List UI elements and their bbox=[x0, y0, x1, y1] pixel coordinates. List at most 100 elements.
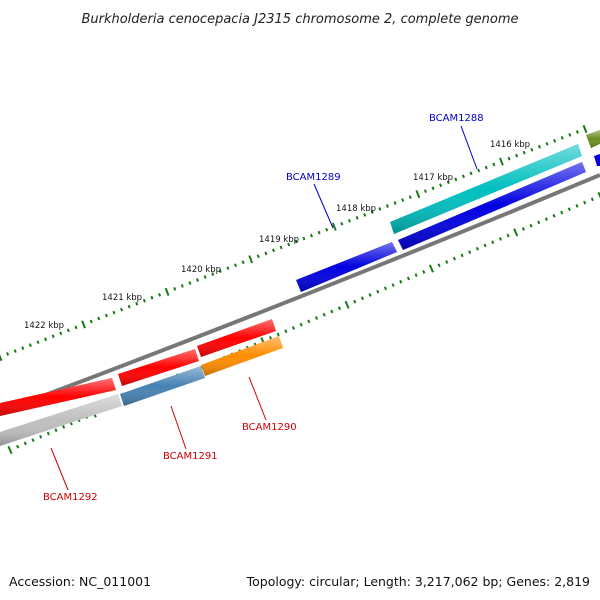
minor-tick bbox=[284, 329, 288, 334]
major-tick bbox=[164, 287, 170, 296]
minor-tick bbox=[393, 201, 397, 205]
minor-tick bbox=[553, 138, 557, 143]
minor-tick bbox=[317, 230, 321, 235]
minor-tick bbox=[180, 284, 184, 288]
leader-line-bcam1288 bbox=[460, 125, 478, 170]
gene-bcam1288[interactable] bbox=[390, 144, 582, 234]
minor-tick bbox=[271, 248, 276, 253]
minor-tick bbox=[360, 296, 365, 301]
minor-tick bbox=[537, 144, 541, 149]
minor-tick bbox=[477, 168, 481, 173]
gene-label-bcam1290[interactable]: BCAM1290 bbox=[242, 422, 297, 433]
major-tick bbox=[597, 191, 600, 199]
leader-line-bcam1291 bbox=[170, 405, 187, 450]
leader-line-bcam1289 bbox=[313, 183, 334, 229]
genome-title: Burkholderia cenocepacia J2315 chromosom… bbox=[81, 12, 518, 27]
minor-tick bbox=[330, 309, 334, 314]
minor-tick bbox=[127, 304, 131, 309]
minor-tick bbox=[544, 217, 548, 221]
minor-tick bbox=[196, 278, 200, 282]
major-tick bbox=[7, 445, 13, 455]
minor-tick bbox=[309, 233, 314, 238]
inner-tick-row bbox=[7, 191, 600, 455]
minor-tick bbox=[575, 130, 579, 134]
major-tick bbox=[81, 320, 86, 329]
minor-tick bbox=[567, 207, 571, 212]
minor-tick bbox=[452, 256, 456, 261]
tick-label-1418: 1418 kbp bbox=[336, 204, 376, 214]
minor-tick bbox=[422, 270, 426, 274]
major-tick bbox=[582, 124, 588, 134]
minor-tick bbox=[234, 263, 238, 268]
minor-tick bbox=[431, 186, 435, 191]
minor-tick bbox=[337, 306, 342, 311]
minor-tick bbox=[355, 215, 359, 220]
minor-tick bbox=[62, 425, 66, 429]
minor-tick bbox=[537, 220, 541, 225]
minor-tick bbox=[158, 292, 162, 297]
major-tick bbox=[331, 222, 337, 231]
minor-tick bbox=[461, 174, 465, 179]
minor-tick bbox=[575, 204, 579, 208]
minor-tick bbox=[414, 273, 418, 278]
tick-label-1416: 1416 kbp bbox=[490, 140, 530, 150]
minor-tick bbox=[112, 310, 116, 315]
gene-label-bcam1289[interactable]: BCAM1289 bbox=[286, 172, 341, 183]
gene-bcam1291[interactable] bbox=[120, 366, 205, 406]
minor-tick bbox=[340, 221, 344, 226]
minor-tick bbox=[46, 431, 50, 436]
minor-tick bbox=[363, 213, 367, 217]
topology-text: Topology: circular; Length: 3,217,062 bp… bbox=[246, 574, 590, 589]
major-tick bbox=[344, 300, 350, 309]
major-tick bbox=[499, 157, 504, 166]
minor-tick bbox=[97, 316, 101, 321]
minor-tick bbox=[475, 246, 479, 251]
gene-label-bcam1291[interactable]: BCAM1291 bbox=[163, 451, 218, 462]
minor-tick bbox=[545, 141, 549, 146]
minor-tick bbox=[150, 295, 154, 300]
minor-tick bbox=[16, 444, 20, 449]
minor-tick bbox=[135, 301, 139, 306]
major-tick bbox=[415, 190, 421, 199]
minor-tick bbox=[406, 276, 410, 281]
minor-tick bbox=[507, 156, 511, 161]
minor-tick bbox=[54, 428, 58, 433]
minor-tick bbox=[322, 312, 326, 317]
minor-tick bbox=[59, 331, 63, 336]
accession-text: Accession: NC_011001 bbox=[9, 574, 151, 589]
minor-tick bbox=[454, 177, 458, 182]
minor-tick bbox=[399, 279, 403, 284]
leader-line-bcam1290 bbox=[248, 376, 267, 421]
leader-line-bcam1292 bbox=[50, 447, 69, 491]
major-tick bbox=[248, 255, 254, 264]
gene-bcam1290[interactable] bbox=[201, 336, 283, 376]
minor-tick bbox=[506, 233, 510, 238]
minor-tick bbox=[468, 250, 472, 254]
minor-tick bbox=[203, 275, 207, 279]
minor-tick bbox=[256, 254, 260, 259]
minor-tick bbox=[6, 352, 10, 356]
gene-bcam1292[interactable] bbox=[0, 394, 122, 446]
minor-tick bbox=[104, 313, 108, 318]
gene-label-bcam1288[interactable]: BCAM1288 bbox=[429, 113, 484, 124]
major-tick bbox=[0, 354, 3, 362]
minor-tick bbox=[498, 237, 502, 241]
minor-tick bbox=[445, 260, 449, 264]
minor-tick bbox=[211, 272, 215, 276]
minor-tick bbox=[376, 289, 380, 294]
gene-bcam1289[interactable] bbox=[296, 162, 586, 292]
minor-tick bbox=[287, 242, 291, 247]
minor-tick bbox=[28, 343, 32, 348]
minor-tick bbox=[89, 319, 93, 324]
minor-tick bbox=[31, 438, 35, 442]
gene-label-bcam1292[interactable]: BCAM1292 bbox=[43, 492, 98, 503]
minor-tick bbox=[226, 266, 230, 271]
minor-tick bbox=[469, 171, 473, 176]
minor-tick bbox=[460, 253, 464, 258]
minor-tick bbox=[276, 332, 280, 337]
minor-tick bbox=[74, 325, 78, 330]
minor-tick bbox=[142, 298, 146, 303]
minor-tick bbox=[314, 316, 319, 320]
minor-tick bbox=[264, 251, 268, 256]
minor-tick bbox=[39, 434, 43, 439]
